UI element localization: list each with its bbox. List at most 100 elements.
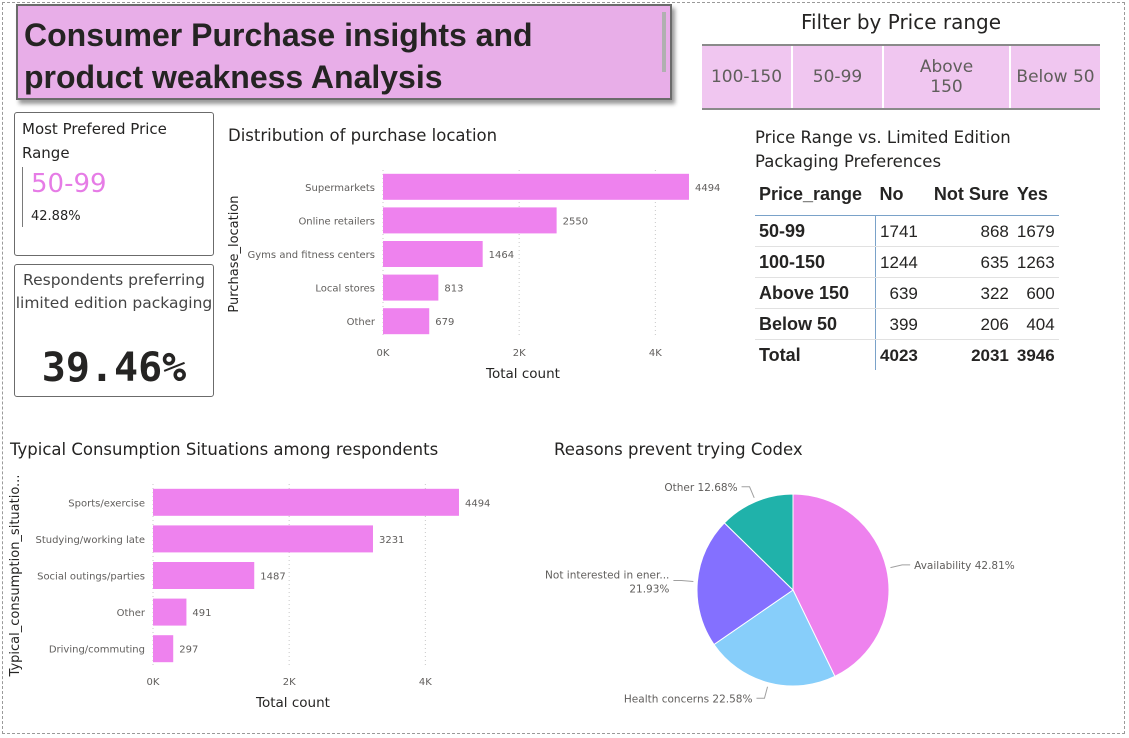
total-yes: 3946 — [1016, 345, 1055, 365]
x-tick-label: 2K — [283, 677, 296, 688]
price-range-slicer: 100-150 50-99 Above 150 Below 50 — [702, 44, 1100, 110]
category-label: Supermarkets — [305, 183, 375, 194]
data-label: 1464 — [489, 250, 514, 261]
category-label: Studying/working late — [35, 535, 145, 546]
x-tick-label: 0K — [147, 677, 160, 688]
slice-label: Availability 42.81% — [914, 560, 1015, 572]
matrix-header-not-sure[interactable]: Not Sure — [921, 184, 1013, 216]
category-label: Gyms and fitness centers — [248, 250, 375, 261]
pie-slice[interactable] — [723, 493, 794, 592]
x-tick-label: 2K — [513, 348, 526, 359]
data-label: 1487 — [260, 572, 285, 583]
x-tick-label: 4K — [649, 348, 662, 359]
matrix-header-yes[interactable]: Yes — [1012, 184, 1059, 216]
data-label: 297 — [179, 645, 198, 656]
preferred-price-card: Most Prefered Price Range 50-99 42.88% — [14, 112, 214, 256]
consumption-situation-chart[interactable]: 0K 2K 4K Sports/exercise 4494 Studying/workin… — [4, 476, 504, 721]
row-header: Below 50 — [755, 308, 877, 340]
table-row: Above 150 639 322 600 — [755, 277, 1059, 309]
row-header: 100-150 — [755, 246, 877, 278]
category-label: Sports/exercise — [68, 498, 145, 509]
data-label: 4494 — [695, 183, 720, 194]
leader-line — [673, 579, 694, 582]
slice-label: Health concerns 22.58% — [624, 693, 753, 705]
data-label: 679 — [435, 317, 454, 328]
bar[interactable] — [153, 525, 373, 553]
y-axis-label: Purchase_location — [227, 195, 242, 312]
preferred-price-value: 50-99 — [31, 169, 107, 199]
slice-label: Other 12.68% — [664, 482, 737, 494]
data-label: 813 — [444, 284, 463, 295]
category-label: Driving/commuting — [49, 645, 145, 656]
slice-label: 21.93% — [629, 583, 669, 595]
matrix-title: Price Range vs. Limited Edition Packagin… — [755, 128, 1011, 171]
card-accent-line — [22, 167, 23, 227]
cell-not-sure: 868 — [921, 215, 1013, 247]
matrix-header-no[interactable]: No — [875, 184, 922, 216]
x-axis-label: Total count — [485, 366, 560, 382]
data-label: 491 — [192, 608, 211, 619]
total-label: Total — [755, 339, 877, 370]
bar[interactable] — [383, 207, 557, 234]
bar[interactable] — [383, 274, 439, 301]
filter-option-100-150[interactable]: 100-150 — [702, 46, 793, 108]
data-label: 2550 — [563, 216, 588, 227]
limited-edition-value: 39.46% — [41, 345, 187, 391]
y-axis-label: Typical_consumption_situatio... — [8, 476, 23, 677]
cell-no: 1741 — [875, 215, 922, 247]
title-scrollbar[interactable] — [662, 12, 666, 72]
purchase-location-chart[interactable]: 0K 2K 4K Supermarkets 4494 Online retailers 25… — [222, 160, 722, 390]
cell-yes: 600 — [1012, 277, 1059, 309]
limited-edition-label: Respondents preferring limited edition p… — [15, 271, 213, 312]
table-row: 100-150 1244 635 1263 — [755, 246, 1059, 278]
category-label: Local stores — [315, 284, 375, 295]
preferred-price-label: Most Prefered Price Range — [22, 120, 167, 162]
price-limited-matrix: Price Range vs. Limited Edition Packagin… — [755, 126, 1095, 370]
pie-slice[interactable] — [713, 589, 836, 687]
leader-line — [756, 686, 769, 699]
location-chart-title: Distribution of purchase location — [228, 126, 498, 145]
filter-option-below-50[interactable]: Below 50 — [1011, 46, 1100, 108]
row-header: 50-99 — [755, 215, 877, 247]
bar[interactable] — [383, 173, 689, 200]
filter-option-50-99[interactable]: 50-99 — [793, 46, 884, 108]
bar[interactable] — [153, 562, 255, 589]
matrix-table: Price_range No Not Sure Yes 50-99 1741 8… — [755, 184, 1059, 370]
category-label: Online retailers — [298, 216, 375, 227]
report-title-box: Consumer Purchase insights and product w… — [16, 4, 672, 100]
bar[interactable] — [383, 308, 430, 335]
row-header: Above 150 — [755, 277, 877, 309]
bar[interactable] — [153, 635, 174, 663]
leader-line — [741, 486, 755, 499]
filter-title: Filter by Price range — [800, 10, 1002, 34]
matrix-header-price-range[interactable]: Price_range — [755, 184, 876, 216]
reasons-pie-chart[interactable]: Availability 42.81% Health concerns 22.58… — [540, 470, 1080, 710]
x-tick-label: 0K — [377, 348, 390, 359]
x-axis-label: Total count — [255, 695, 330, 711]
leader-line — [890, 564, 911, 569]
matrix-header-row: Price_range No Not Sure Yes — [755, 184, 1059, 216]
pie-slice[interactable] — [696, 522, 794, 646]
table-row: Below 50 399 206 404 — [755, 308, 1059, 340]
bar[interactable] — [153, 598, 187, 626]
data-label: 4494 — [465, 498, 490, 509]
cell-no: 399 — [875, 308, 922, 340]
cell-not-sure: 206 — [921, 308, 1013, 340]
total-row: Total 4023 2031 3946 — [755, 339, 1059, 370]
cell-yes: 1263 — [1012, 246, 1059, 278]
total-not-sure: 2031 — [971, 345, 1009, 365]
filter-option-above-150[interactable]: Above 150 — [884, 46, 1011, 108]
cell-no: 1244 — [875, 246, 922, 278]
bar[interactable] — [153, 488, 459, 516]
reasons-chart-title: Reasons prevent trying Codex — [554, 440, 803, 459]
preferred-price-percent: 42.88% — [31, 209, 81, 224]
category-label: Other — [347, 317, 376, 328]
category-label: Social outings/parties — [37, 572, 145, 583]
pie-slice[interactable] — [792, 493, 890, 678]
data-label: 3231 — [379, 535, 404, 546]
x-tick-label: 4K — [419, 677, 432, 688]
bar[interactable] — [383, 241, 483, 267]
consumption-chart-title: Typical Consumption Situations among res… — [10, 440, 439, 459]
slice-label: Not interested in ener... — [545, 569, 669, 581]
